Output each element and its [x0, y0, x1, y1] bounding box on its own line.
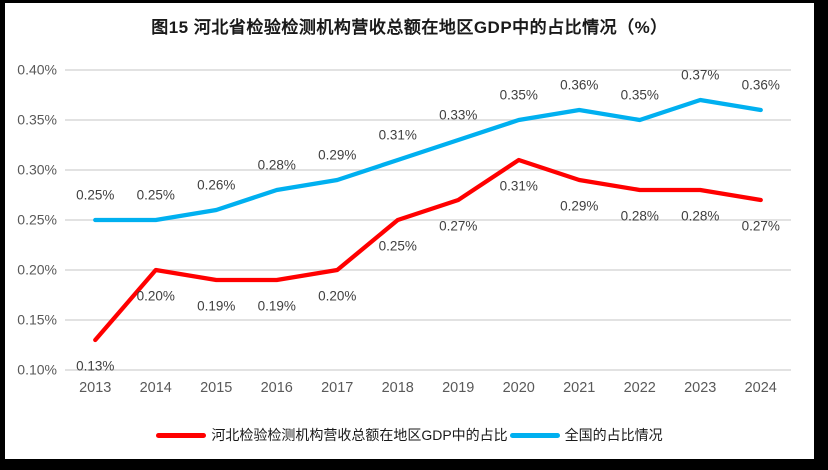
- y-tick-label: 0.20%: [17, 262, 57, 278]
- legend-swatch-hebei-line: [156, 432, 207, 438]
- x-tick-label: 2020: [503, 380, 535, 396]
- data-label: 0.35%: [621, 88, 659, 103]
- y-tick-label: 0.15%: [17, 312, 57, 328]
- y-tick-label: 0.10%: [17, 362, 57, 378]
- chart-frame: 图15 河北省检验检测机构营收总额在地区GDP中的占比情况（%） 0.10% 0.…: [5, 3, 814, 459]
- data-label: 0.29%: [560, 199, 598, 214]
- data-label: 0.28%: [681, 209, 719, 224]
- data-label: 0.19%: [197, 299, 235, 314]
- legend-item-national: 全国的占比情况: [509, 425, 663, 445]
- data-label: 0.25%: [76, 188, 114, 203]
- x-tick-label: 2019: [442, 380, 474, 396]
- x-tick-label: 2024: [745, 380, 777, 396]
- data-label: 0.36%: [560, 78, 598, 93]
- data-label: 0.28%: [621, 209, 659, 224]
- data-label: 0.20%: [318, 289, 356, 304]
- x-tick-label: 2021: [563, 380, 595, 396]
- data-label: 0.27%: [439, 219, 477, 234]
- x-tick-label: 2023: [684, 380, 716, 396]
- data-label: 0.37%: [681, 68, 719, 83]
- series-line-hebei: [93, 157, 763, 343]
- x-tick-label: 2017: [321, 380, 353, 396]
- legend-swatch-national-line: [509, 432, 560, 438]
- data-label: 0.31%: [500, 179, 538, 194]
- data-label: 0.25%: [137, 188, 175, 203]
- data-label: 0.27%: [742, 219, 780, 234]
- data-label: 0.29%: [318, 148, 356, 163]
- x-tick-label: 2022: [624, 380, 656, 396]
- x-tick-label: 2018: [382, 380, 414, 396]
- data-label: 0.26%: [197, 178, 235, 193]
- y-tick-label: 0.40%: [17, 62, 57, 78]
- x-tick-label: 2015: [200, 380, 232, 396]
- y-tick-label: 0.30%: [17, 162, 57, 178]
- data-label: 0.25%: [379, 239, 417, 254]
- data-label: 0.13%: [76, 359, 114, 374]
- x-tick-label: 2016: [261, 380, 293, 396]
- data-label: 0.36%: [742, 78, 780, 93]
- x-tick-label: 2013: [79, 380, 111, 396]
- y-tick-label: 0.35%: [17, 112, 57, 128]
- chart-title: 图15 河北省检验检测机构营收总额在地区GDP中的占比情况（%）: [151, 18, 668, 37]
- x-tick-label: 2014: [140, 380, 172, 396]
- legend: 河北检验检测机构营收总额在地区GDP中的占比 全国的占比情况: [5, 425, 814, 445]
- data-label: 0.20%: [137, 289, 175, 304]
- legend-label-hebei: 河北检验检测机构营收总额在地区GDP中的占比: [211, 427, 508, 443]
- data-label: 0.35%: [500, 88, 538, 103]
- data-label: 0.19%: [258, 299, 296, 314]
- data-label: 0.33%: [439, 108, 477, 123]
- legend-label-national: 全国的占比情况: [564, 427, 663, 443]
- y-tick-label: 0.25%: [17, 212, 57, 228]
- series-line-national: [93, 97, 763, 223]
- plot-area: 0.10% 0.15% 0.20% 0.25% 0.30% 0.35% 0.40% 2013 2…: [17, 62, 791, 396]
- data-label: 0.28%: [258, 158, 296, 173]
- legend-item-hebei: 河北检验检测机构营收总额在地区GDP中的占比: [156, 425, 508, 445]
- data-label: 0.31%: [379, 128, 417, 143]
